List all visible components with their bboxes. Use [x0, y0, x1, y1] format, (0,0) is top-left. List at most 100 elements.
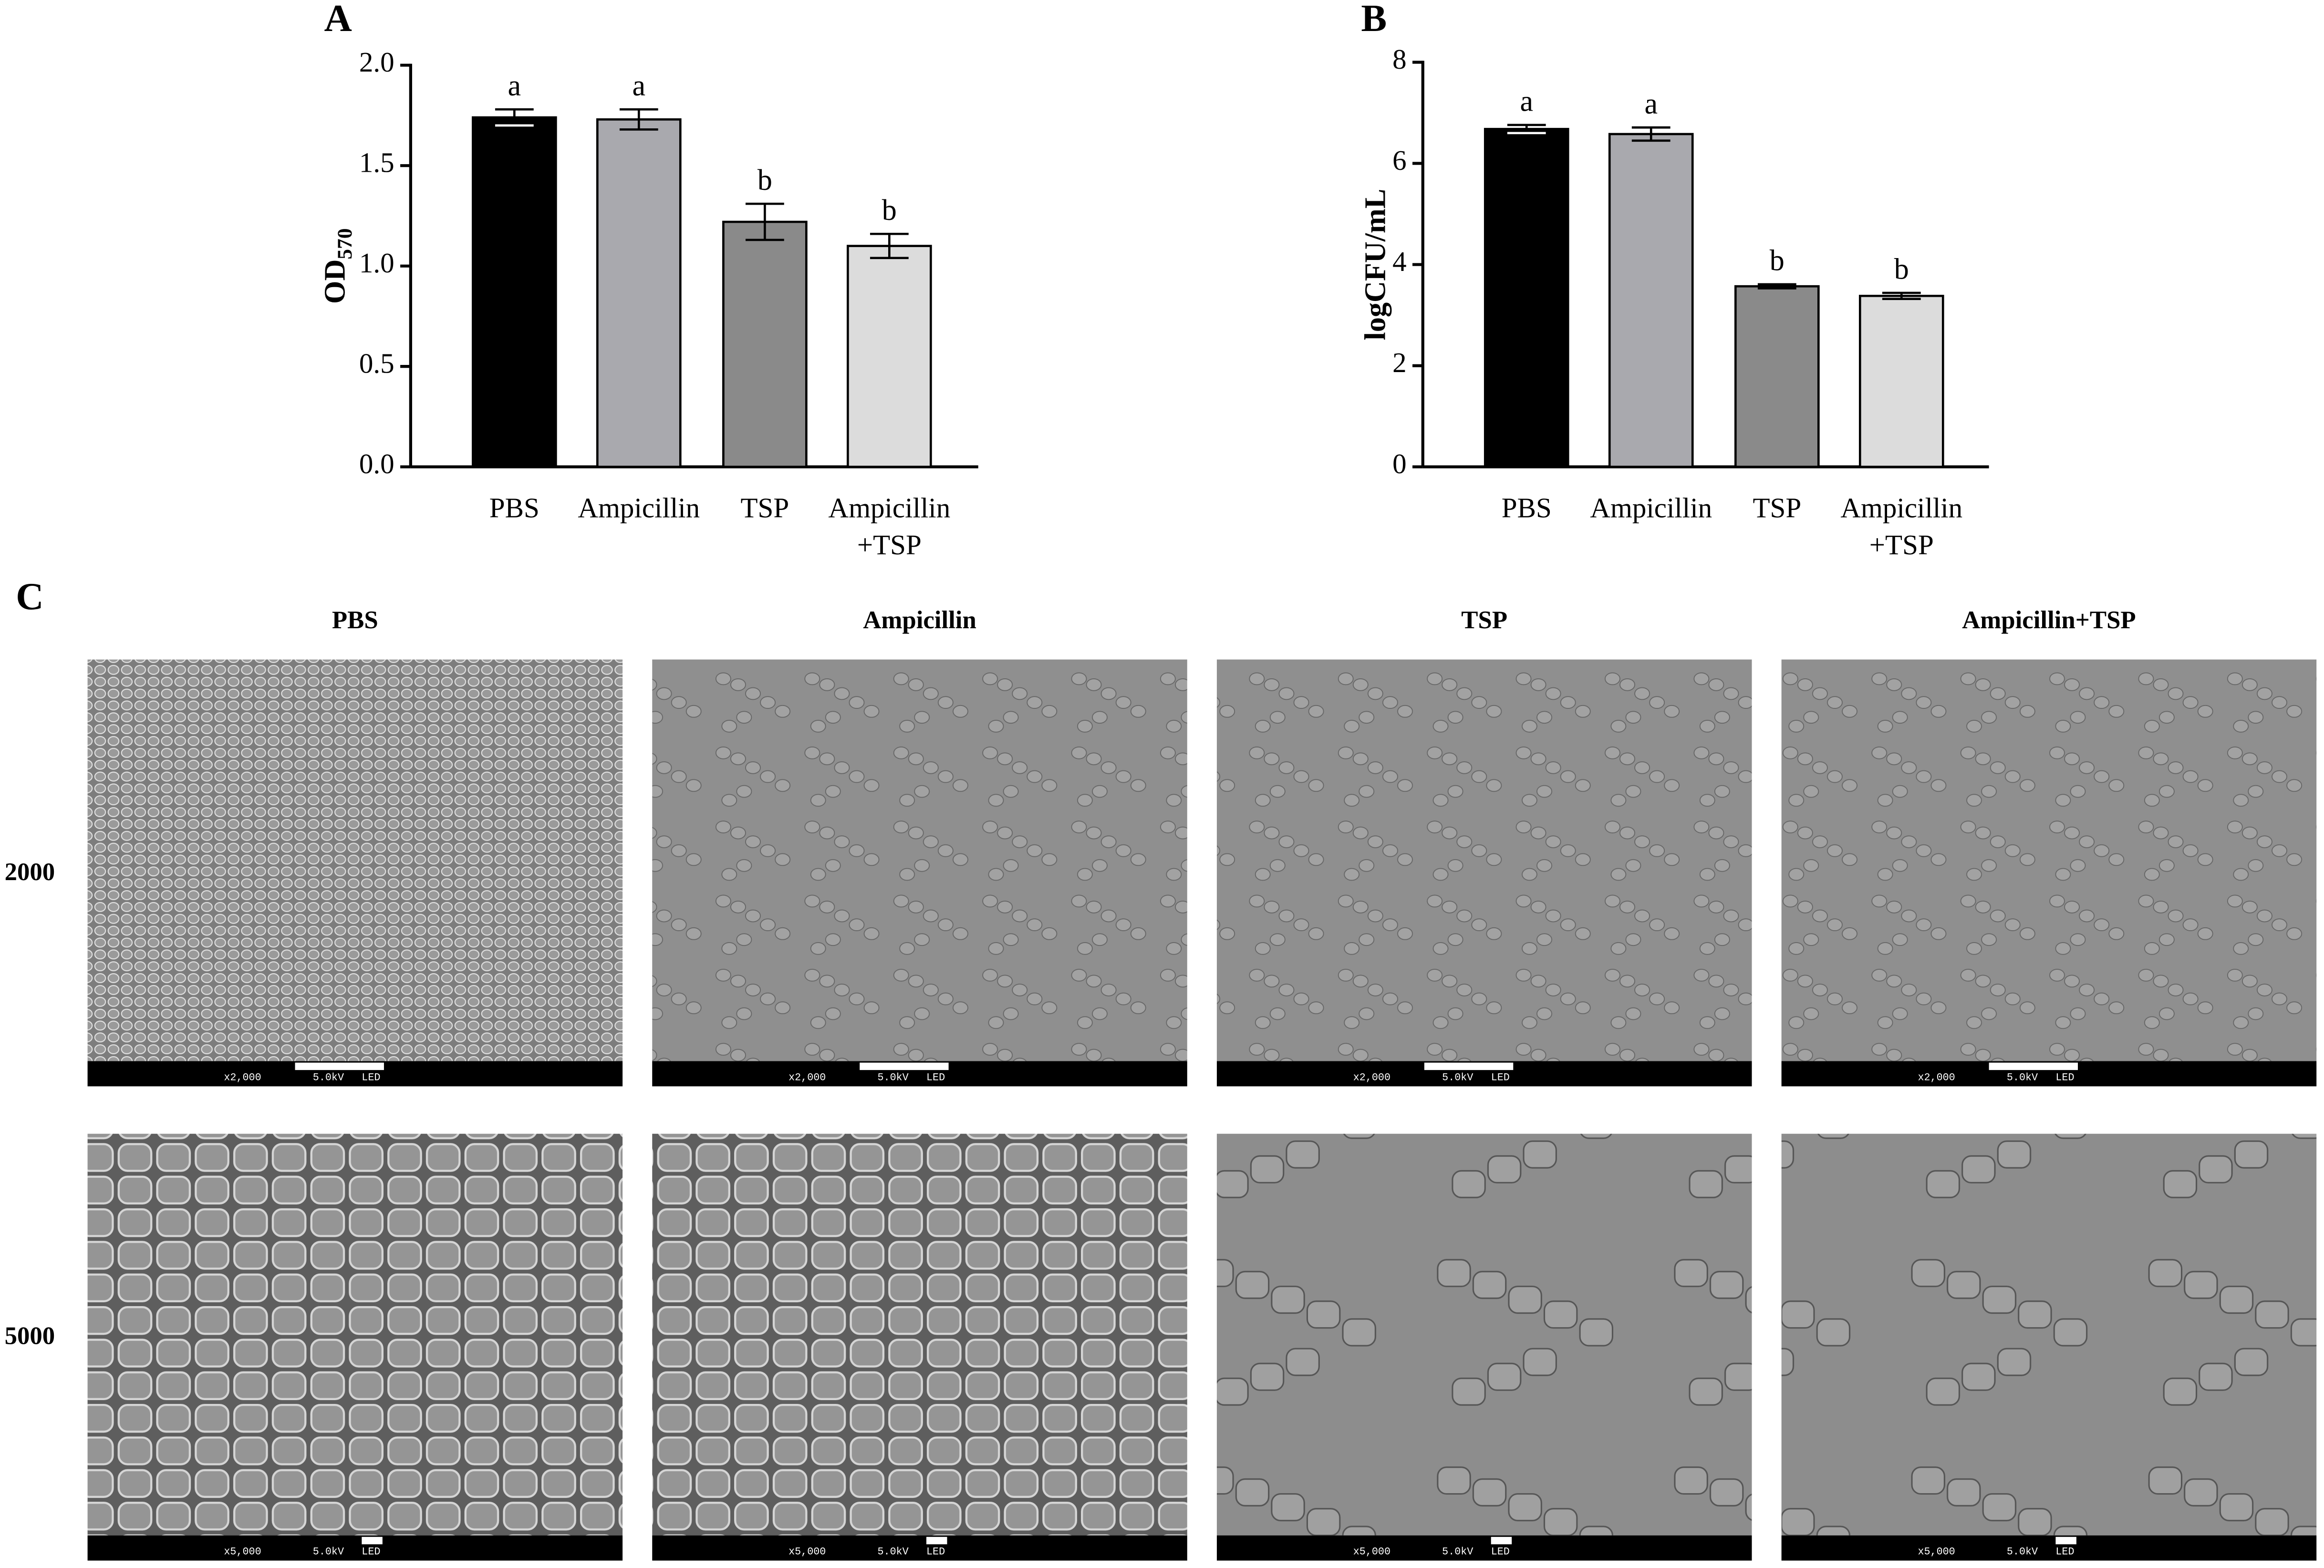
significance-letter: a	[633, 70, 646, 102]
y-tick-label: 2.0	[359, 46, 394, 78]
voltage: 5.0kV	[2007, 1071, 2038, 1083]
y-tick-label: 6	[1392, 145, 1407, 176]
x-tick-label: PBS	[1501, 493, 1552, 525]
x-tick-label: Ampicillin	[1590, 493, 1712, 525]
x-tick-label: Ampicillin +TSP	[828, 493, 951, 562]
magnification: x2,000	[788, 1071, 826, 1083]
scale-bar	[926, 1537, 947, 1545]
column-header: Ampicillin	[863, 606, 976, 634]
x-tick-label-box: Ampicillin +TSP	[828, 493, 951, 562]
bar	[1734, 285, 1820, 468]
y-tick-label: 0	[1392, 448, 1407, 479]
scale-bar	[2055, 1537, 2076, 1545]
scale-bar-strip	[87, 1535, 623, 1561]
column-header: PBS	[332, 606, 378, 634]
row-label: 2000	[5, 858, 55, 886]
panel-label: C	[16, 575, 43, 618]
detector: LED	[926, 1071, 945, 1083]
voltage: 5.0kV	[1442, 1071, 1473, 1083]
magnification: x5,000	[1353, 1546, 1390, 1558]
bar	[722, 220, 808, 468]
voltage: 5.0kV	[877, 1546, 908, 1558]
scale-bar-strip	[1216, 1535, 1752, 1561]
magnification: x5,000	[1918, 1546, 1955, 1558]
x-tick-label-box: PBS	[1501, 493, 1552, 525]
y-tick-label: 0.5	[359, 348, 394, 379]
y-axis-label-text: logCFU/mL	[1359, 189, 1392, 341]
detector: LED	[1491, 1546, 1510, 1558]
y-axis-label: OD570	[319, 228, 356, 303]
sem-image	[87, 659, 623, 1061]
sem-image	[1781, 659, 2317, 1061]
x-tick-label-box: Ampicillin	[578, 493, 700, 525]
voltage: 5.0kV	[877, 1071, 908, 1083]
sem-image	[1216, 1133, 1752, 1536]
sem-image	[652, 1133, 1187, 1536]
voltage: 5.0kV	[2007, 1546, 2038, 1558]
y-axis-label: logCFU/mL	[1359, 189, 1392, 341]
magnification: x5,000	[224, 1546, 261, 1558]
scale-bar	[362, 1537, 383, 1545]
detector: LED	[362, 1546, 380, 1558]
significance-letter: a	[1644, 88, 1658, 120]
magnification: x2,000	[1918, 1071, 1955, 1083]
detector: LED	[2055, 1546, 2074, 1558]
x-tick-label: Ampicillin	[578, 493, 700, 525]
x-tick-label-box: PBS	[489, 493, 540, 525]
scale-bar	[295, 1062, 384, 1070]
significance-letter: b	[1770, 245, 1784, 277]
detector: LED	[1491, 1071, 1510, 1083]
sem-image	[1781, 1133, 2317, 1536]
significance-letter: b	[1894, 253, 1909, 286]
significance-letter: a	[1520, 85, 1533, 118]
voltage: 5.0kV	[313, 1071, 344, 1083]
y-tick-label: 1.5	[359, 147, 394, 178]
y-tick-label: 1.0	[359, 247, 394, 279]
x-tick-label-box: TSP	[740, 493, 789, 525]
panel-label: B	[1361, 0, 1387, 40]
sem-image	[1216, 659, 1752, 1061]
detector: LED	[2055, 1071, 2074, 1083]
bar	[472, 116, 557, 468]
magnification: x2,000	[224, 1071, 261, 1083]
y-tick-label: 2	[1392, 347, 1407, 378]
sem-image	[87, 1133, 623, 1536]
x-tick-label-box: Ampicillin	[1590, 493, 1712, 525]
voltage: 5.0kV	[313, 1546, 344, 1558]
y-tick-label: 0.0	[359, 448, 394, 479]
magnification: x2,000	[1353, 1071, 1390, 1083]
scale-bar-strip	[652, 1535, 1187, 1561]
x-tick-label: PBS	[489, 493, 540, 525]
sem-image	[652, 659, 1187, 1061]
bar	[596, 118, 682, 468]
scale-bar	[1989, 1062, 2078, 1070]
y-axis-label-text: OD	[319, 260, 352, 304]
scale-bar	[1424, 1062, 1514, 1070]
x-tick-label: TSP	[740, 493, 789, 525]
x-tick-label-box: Ampicillin +TSP	[1840, 493, 1963, 562]
panel-label: A	[324, 0, 352, 40]
bar	[847, 245, 932, 468]
y-tick-label: 8	[1392, 43, 1407, 75]
x-tick-label-box: TSP	[1753, 493, 1802, 525]
significance-letter: b	[757, 164, 772, 197]
row-label: 5000	[5, 1322, 55, 1350]
x-tick-label: Ampicillin +TSP	[1840, 493, 1963, 562]
detector: LED	[362, 1071, 380, 1083]
scale-bar-strip	[1781, 1535, 2317, 1561]
significance-letter: b	[882, 194, 897, 227]
y-tick-label: 4	[1392, 246, 1407, 277]
bar	[1608, 133, 1694, 468]
column-header: TSP	[1461, 606, 1507, 634]
magnification: x5,000	[788, 1546, 826, 1558]
x-tick-label: TSP	[1753, 493, 1802, 525]
detector: LED	[926, 1546, 945, 1558]
significance-letter: a	[508, 70, 521, 102]
column-header: Ampicillin+TSP	[1962, 606, 2136, 634]
scale-bar	[860, 1062, 949, 1070]
bar	[1484, 128, 1569, 468]
voltage: 5.0kV	[1442, 1546, 1473, 1558]
bar	[1858, 294, 1944, 468]
y-axis-label-subscript: 570	[333, 228, 356, 259]
